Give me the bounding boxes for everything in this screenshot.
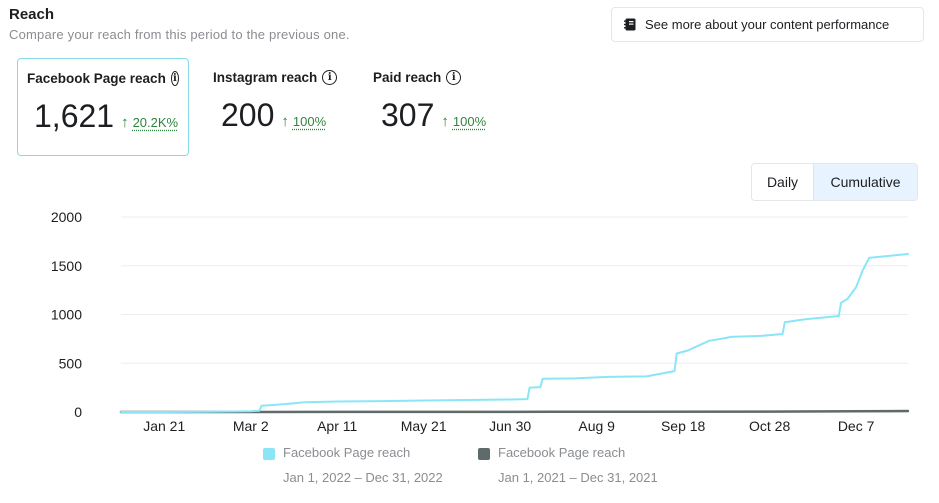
legend-swatch-previous [478,448,490,460]
info-icon[interactable]: i [322,70,338,85]
y-tick-label: 1500 [51,258,82,274]
header-subtitle: Compare your reach from this period to t… [9,27,350,42]
x-tick-label: Jun 30 [489,418,531,434]
metric-card-instagram[interactable]: Instagram reach i 200 ↑ 100% [204,58,354,156]
toggle-cumulative[interactable]: Cumulative [813,164,917,200]
y-tick-label: 0 [74,404,82,420]
legend-name: Facebook Page reach [498,445,626,460]
metric-change[interactable]: 100% [452,114,487,129]
content-performance-button[interactable]: See more about your content performance [611,7,924,42]
x-tick-label: Aug 9 [578,418,615,434]
metric-value: 307 [381,97,435,133]
content-performance-label: See more about your content performance [645,17,890,32]
arrow-up-icon: ↑ [121,114,129,131]
metric-value: 200 [221,97,275,133]
metric-change[interactable]: 100% [292,114,327,129]
notebook-icon [624,18,636,31]
legend-range: Jan 1, 2022 – Dec 31, 2022 [283,470,443,485]
reach-line-chart: 0 500 1000 1500 2000 Jan 21 Mar 2 Apr 11 May 21 J… [51,209,910,434]
metric-change[interactable]: 20.2K% [132,115,179,130]
x-tick-label: Apr 11 [317,418,357,434]
x-tick-label: Jan 21 [143,418,185,434]
info-icon[interactable]: i [446,70,462,85]
y-tick-label: 500 [59,355,83,371]
y-tick-label: 2000 [51,209,82,225]
info-icon[interactable]: i [170,71,179,86]
legend-range: Jan 1, 2021 – Dec 31, 2021 [498,470,658,485]
series-line-2021 [119,409,910,414]
legend-swatch-current [263,448,275,460]
toggle-daily[interactable]: Daily [752,164,813,200]
x-tick-label: Mar 2 [233,418,269,434]
chart-mode-toggle: Daily Cumulative [751,163,918,201]
metric-value: 1,621 [34,98,115,134]
y-tick-label: 1000 [51,307,82,323]
x-tick-label: Sep 18 [661,418,706,434]
x-tick-label: Oct 28 [749,418,790,434]
header-title: Reach [9,6,55,23]
x-tick-label: Dec 7 [838,418,875,434]
series-line-2022 [120,253,909,413]
metric-label: Paid reach [373,70,442,85]
x-tick-label: May 21 [401,418,447,434]
metric-label: Facebook Page reach [27,71,166,86]
arrow-up-icon: ↑ [441,113,449,130]
legend-name: Facebook Page reach [283,445,411,460]
metric-card-facebook[interactable]: Facebook Page reach i 1,621 ↑ 20.2K% [17,58,189,156]
metric-card-paid[interactable]: Paid reach i 307 ↑ 100% [364,58,514,156]
arrow-up-icon: ↑ [281,113,289,130]
metric-label: Instagram reach [213,70,318,85]
